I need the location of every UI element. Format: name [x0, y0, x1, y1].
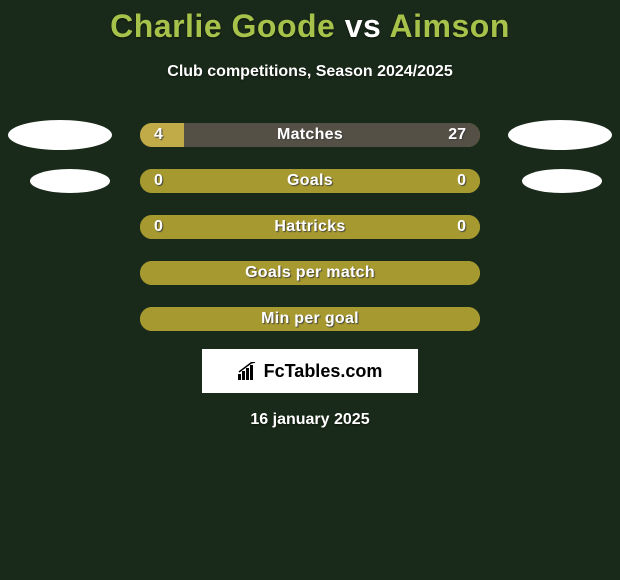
stat-label: Hattricks [140, 215, 480, 239]
stat-label: Matches [140, 123, 480, 147]
chart-icon [238, 362, 260, 380]
stat-row-goals: 0 0 Goals [0, 169, 620, 193]
stat-label: Goals [140, 169, 480, 193]
stat-label: Goals per match [140, 261, 480, 285]
vs-label: vs [345, 8, 382, 44]
stat-row-matches: 4 27 Matches [0, 123, 620, 147]
brand-box: FcTables.com [202, 349, 418, 393]
stat-row-goals-per-match: Goals per match [0, 261, 620, 285]
player2-name: Aimson [390, 8, 510, 44]
stat-label: Min per goal [140, 307, 480, 331]
subtitle: Club competitions, Season 2024/2025 [0, 63, 620, 81]
brand: FcTables.com [238, 361, 383, 382]
player2-avatar-small [522, 169, 602, 193]
stat-bar: 0 0 Hattricks [140, 215, 480, 239]
player1-avatar-small [30, 169, 110, 193]
stat-bar: Min per goal [140, 307, 480, 331]
player1-name: Charlie Goode [110, 8, 335, 44]
stat-rows: 4 27 Matches 0 0 Goals 0 0 [0, 123, 620, 331]
stat-bar: 0 0 Goals [140, 169, 480, 193]
player2-avatar [508, 120, 612, 150]
date-label: 16 january 2025 [0, 411, 620, 429]
stat-bar: 4 27 Matches [140, 123, 480, 147]
stat-row-hattricks: 0 0 Hattricks [0, 215, 620, 239]
brand-text: FcTables.com [264, 361, 383, 382]
comparison-infographic: Charlie Goode vs Aimson Club competition… [0, 0, 620, 429]
player1-avatar [8, 120, 112, 150]
page-title: Charlie Goode vs Aimson [0, 8, 620, 45]
stat-row-min-per-goal: Min per goal [0, 307, 620, 331]
stat-bar: Goals per match [140, 261, 480, 285]
